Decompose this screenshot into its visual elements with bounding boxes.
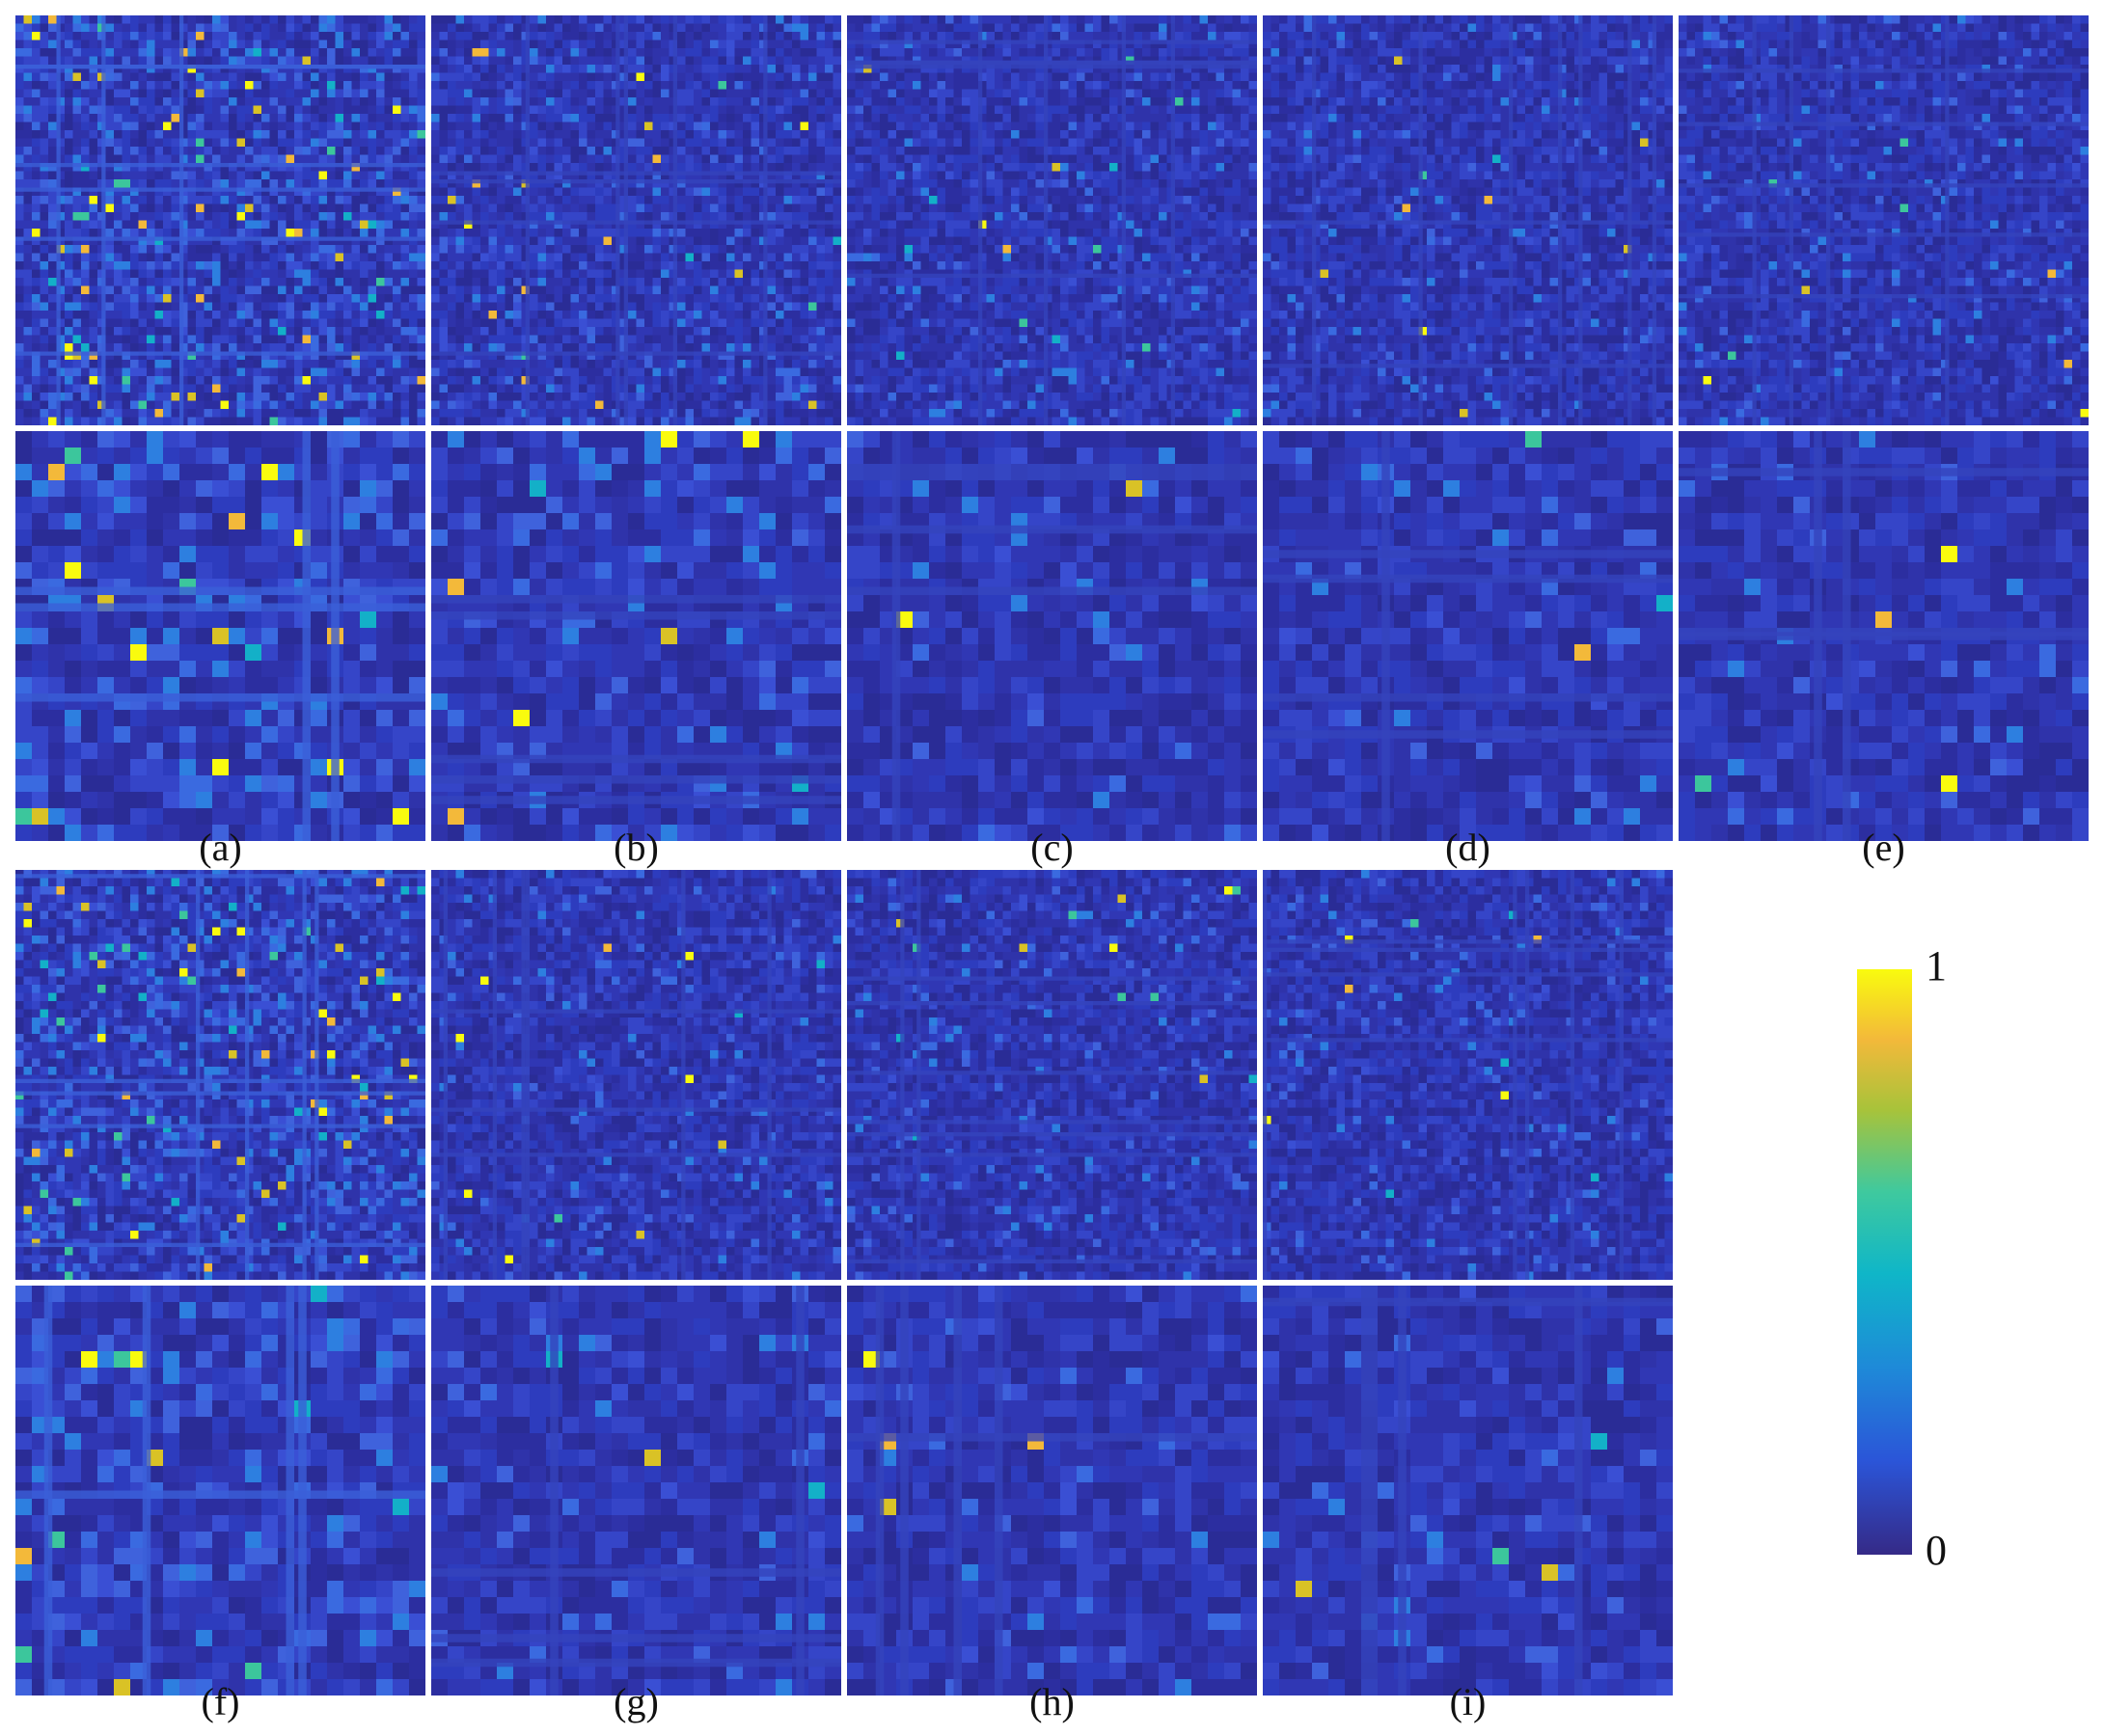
panel-caption-d: (d) — [1263, 827, 1673, 869]
panel-caption-i: (i) — [1263, 1681, 1673, 1723]
error-map-a-zoom — [15, 431, 425, 841]
colorbar-min-label: 0 — [1926, 1528, 1947, 1574]
error-map-e-zoom — [1679, 431, 2089, 841]
error-map-i-full — [1263, 870, 1673, 1280]
panel-caption-h: (h) — [847, 1681, 1257, 1723]
panel-caption-c: (c) — [847, 827, 1257, 869]
error-map-d-zoom — [1263, 431, 1673, 841]
error-map-f-zoom — [15, 1286, 425, 1695]
panel-caption-b: (b) — [431, 827, 841, 869]
panel-caption-a: (a) — [15, 827, 425, 869]
error-map-d-full — [1263, 15, 1673, 425]
colorbar-max-label: 1 — [1926, 943, 1947, 990]
error-map-b-full — [431, 15, 841, 425]
error-map-h-full — [847, 870, 1257, 1280]
error-map-g-full — [431, 870, 841, 1280]
error-map-f-full — [15, 870, 425, 1280]
error-map-e-full — [1679, 15, 2089, 425]
error-map-c-zoom — [847, 431, 1257, 841]
error-map-b-zoom — [431, 431, 841, 841]
error-map-g-zoom — [431, 1286, 841, 1695]
panel-caption-f: (f) — [15, 1681, 425, 1723]
error-map-h-zoom — [847, 1286, 1257, 1695]
colorbar — [1857, 969, 1912, 1555]
panel-caption-g: (g) — [431, 1681, 841, 1723]
error-map-c-full — [847, 15, 1257, 425]
colorbar-gradient — [1857, 969, 1912, 1555]
error-map-i-zoom — [1263, 1286, 1673, 1695]
error-map-a-full — [15, 15, 425, 425]
panel-caption-e: (e) — [1679, 827, 2089, 869]
